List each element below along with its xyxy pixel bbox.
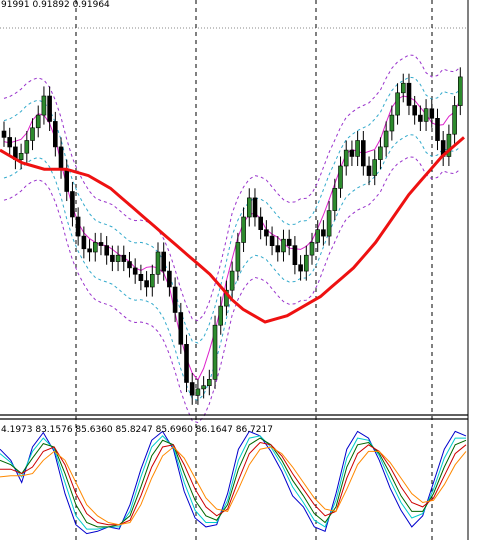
envelope-inner-band (3, 76, 461, 344)
candle-body (172, 286, 178, 313)
candle-body (423, 108, 429, 122)
candle-body (167, 270, 172, 288)
candle-body (452, 105, 457, 135)
candle-body (457, 76, 463, 106)
candle-body (207, 378, 212, 386)
oscillator-series-line-2 (0, 437, 467, 528)
candle-body (252, 197, 258, 218)
price-panel (0, 0, 468, 540)
candle-body (201, 385, 206, 390)
candle-body (30, 127, 35, 141)
candle-body (338, 165, 343, 189)
candle-body (52, 121, 58, 148)
candle-body (298, 264, 303, 272)
price-header-text: 91991 0.91892 0.91964 (1, 0, 110, 10)
candle-body (412, 105, 418, 116)
candle-body (315, 229, 321, 243)
candle-body (35, 114, 41, 129)
candle-body (349, 149, 355, 157)
candle-body (218, 305, 223, 326)
candle-body (326, 210, 332, 237)
candle-body (383, 130, 389, 148)
candle-body (161, 251, 166, 272)
candle-body (395, 92, 400, 116)
candle-body (429, 108, 435, 119)
candle-body (75, 216, 81, 237)
candle-body (332, 188, 338, 211)
candle-body (235, 242, 241, 272)
oscillator-header-text: 4.1973 83.1576 85.6360 85.8247 85.6960 8… (1, 425, 273, 435)
candle-body (144, 280, 149, 288)
candle-body (18, 153, 24, 161)
candle-body (378, 146, 383, 160)
candle-body (115, 254, 121, 262)
candle-body (7, 137, 12, 148)
candle-body (87, 248, 92, 253)
candle-body (286, 238, 292, 246)
candle-body (247, 197, 252, 218)
candle-body (121, 254, 127, 262)
candle-body (343, 149, 349, 167)
candle-body (81, 235, 87, 250)
candle-body (389, 114, 395, 132)
candle-body (58, 146, 64, 170)
candle-body (127, 261, 132, 269)
candle-body (64, 168, 69, 192)
oscillator-series-line-4 (0, 446, 467, 526)
candle-body (104, 245, 109, 256)
candle-body (178, 312, 184, 345)
candle-body (309, 242, 315, 256)
candle-body (212, 324, 218, 380)
candle-body (150, 273, 155, 288)
envelope-outer-band (3, 156, 461, 424)
candle-body (355, 140, 360, 157)
oscillator-panel (0, 430, 467, 535)
candle-body (24, 140, 30, 154)
candle-body (292, 245, 298, 266)
candle-body (406, 82, 412, 106)
candle-body (184, 343, 189, 383)
candle-body (321, 229, 326, 237)
candle-body (366, 165, 372, 176)
candle-body (241, 216, 246, 243)
candle-body (155, 251, 161, 275)
oscillator-series-line-3 (0, 441, 467, 526)
candle-body (275, 245, 281, 253)
envelope-outer-band (3, 54, 461, 322)
candle-body (372, 159, 378, 176)
moving-average-red-line (0, 136, 465, 324)
candle-body (132, 267, 138, 275)
candle-body (98, 242, 104, 246)
candle-body (303, 254, 309, 272)
candle-body (47, 95, 52, 122)
candle-body (41, 95, 47, 116)
candle-body (110, 254, 115, 262)
candle-body (435, 118, 440, 141)
candle-body (269, 235, 275, 247)
candle-body (258, 216, 264, 230)
candle-body (224, 289, 229, 307)
candle-body (281, 238, 286, 253)
candle-body (70, 191, 75, 218)
candle-body (189, 382, 195, 396)
candle-body (229, 270, 235, 291)
candle-body (446, 133, 452, 157)
oscillator-series-line-1 (0, 435, 466, 530)
candle-body (195, 388, 201, 396)
candle-body (360, 140, 366, 167)
candle-body (418, 114, 423, 122)
candle-body (264, 229, 269, 237)
oscillator-series-line-0 (0, 430, 467, 535)
candle-body (93, 242, 98, 253)
candle-body (400, 82, 406, 94)
candle-body (1, 130, 7, 138)
candle-body (138, 273, 144, 281)
